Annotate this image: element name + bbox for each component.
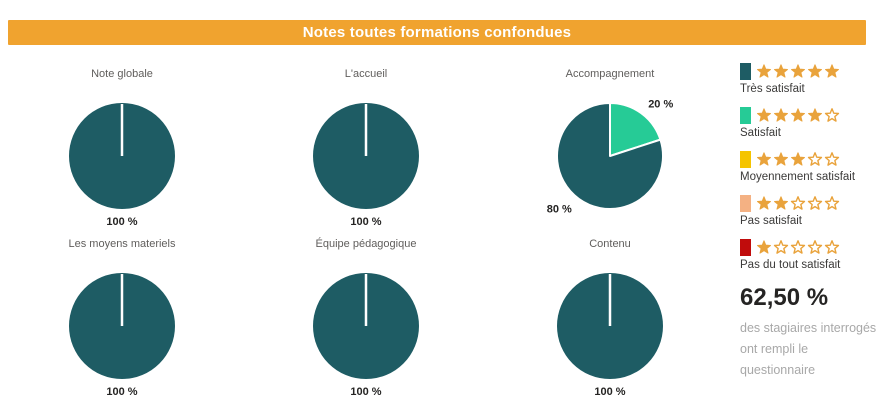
- star-empty-icon: [824, 108, 840, 122]
- star-filled-icon: [757, 64, 771, 78]
- pie-chart-l-accueil: L'accueil 100 %: [244, 56, 488, 228]
- star-empty-icon: [824, 152, 840, 166]
- star-filled-icon: [757, 152, 771, 166]
- pie-data-label: 100 %: [350, 216, 381, 228]
- legend-item-pas-du-tout-satisfait[interactable]: Pas du tout satisfait: [740, 238, 878, 271]
- star-filled-icon: [757, 108, 771, 122]
- legend-label: Très satisfait: [740, 83, 805, 95]
- rating-legend: Très satisfait Satisfait Moyennement satis…: [740, 62, 878, 282]
- response-rate-value: 62,50 %: [740, 284, 829, 311]
- pie-data-label: 20 %: [648, 98, 673, 110]
- star-filled-icon: [791, 152, 805, 166]
- pie-data-label: 100 %: [350, 386, 381, 398]
- legend-swatch-row: [740, 194, 878, 212]
- legend-swatch-row: [740, 238, 878, 256]
- star-empty-icon: [824, 196, 840, 210]
- star-filled-icon: [791, 64, 805, 78]
- star-filled-icon: [825, 64, 839, 78]
- star-filled-icon: [774, 108, 788, 122]
- pie-chart-contenu: Contenu 100 %: [488, 226, 732, 398]
- star-filled-icon: [774, 64, 788, 78]
- star-empty-icon: [824, 240, 840, 254]
- star-rating: [756, 195, 841, 211]
- star-empty-icon: [807, 240, 823, 254]
- chart-title: Note globale: [91, 68, 153, 80]
- legend-item-tres-satisfait[interactable]: Très satisfait: [740, 62, 878, 95]
- star-filled-icon: [757, 196, 771, 210]
- legend-label: Satisfait: [740, 127, 781, 139]
- pie-chart-accompagnement: Accompagnement 20 % 80 %: [488, 56, 732, 226]
- pie-data-label: 100 %: [106, 386, 137, 398]
- legend-color-swatch: [740, 238, 751, 256]
- star-empty-icon: [790, 240, 806, 254]
- star-filled-icon: [774, 196, 788, 210]
- star-empty-icon: [773, 240, 789, 254]
- legend-item-satisfait[interactable]: Satisfait: [740, 106, 878, 139]
- legend-item-moyennement-satisfait[interactable]: Moyennement satisfait: [740, 150, 878, 183]
- chart-title: Accompagnement: [565, 68, 655, 80]
- legend-color-swatch: [740, 150, 751, 168]
- chart-title: Les moyens materiels: [68, 238, 176, 250]
- report-title-bar: Notes toutes formations confondues: [8, 20, 866, 45]
- chart-title: Contenu: [589, 238, 631, 250]
- report-title: Notes toutes formations confondues: [302, 24, 572, 41]
- star-empty-icon: [807, 196, 823, 210]
- chart-title: L'accueil: [344, 68, 388, 80]
- star-empty-icon: [790, 196, 806, 210]
- legend-swatch-row: [740, 62, 878, 80]
- response-rate-block: 62,50 % des stagiaires interrogés ont re…: [740, 284, 878, 381]
- star-rating: [756, 63, 841, 79]
- star-rating: [756, 107, 841, 123]
- pie-chart-note-globale: Note globale 100 %: [0, 56, 244, 228]
- legend-label: Moyennement satisfait: [740, 171, 856, 183]
- star-filled-icon: [791, 108, 805, 122]
- star-rating: [756, 239, 841, 255]
- response-rate-description: des stagiaires interrogés ont rempli le …: [740, 321, 877, 377]
- legend-swatch-row: [740, 106, 878, 124]
- star-rating: [756, 151, 841, 167]
- chart-title: Équipe pédagogique: [315, 238, 417, 250]
- legend-color-swatch: [740, 194, 751, 212]
- legend-label: Pas du tout satisfait: [740, 259, 841, 271]
- legend-item-pas-satisfait[interactable]: Pas satisfait: [740, 194, 878, 227]
- pie-data-label: 100 %: [106, 216, 137, 228]
- pie-data-label: 100 %: [594, 386, 625, 398]
- pie-charts-grid: Note globale 100 % L'accueil 100 % Accompagn…: [0, 56, 732, 400]
- star-filled-icon: [808, 108, 822, 122]
- pie-chart-les-moyens-materiels: Les moyens materiels 100 %: [0, 226, 244, 398]
- pie-chart-equipe-pedagogique: Équipe pédagogique 100 %: [244, 226, 488, 398]
- pie-data-label: 80 %: [547, 204, 572, 216]
- legend-color-swatch: [740, 106, 751, 124]
- legend-swatch-row: [740, 150, 878, 168]
- legend-color-swatch: [740, 62, 751, 80]
- star-filled-icon: [757, 240, 771, 254]
- star-filled-icon: [808, 64, 822, 78]
- star-empty-icon: [807, 152, 823, 166]
- legend-label: Pas satisfait: [740, 215, 802, 227]
- star-filled-icon: [774, 152, 788, 166]
- pie-slice[interactable]: [556, 102, 664, 210]
